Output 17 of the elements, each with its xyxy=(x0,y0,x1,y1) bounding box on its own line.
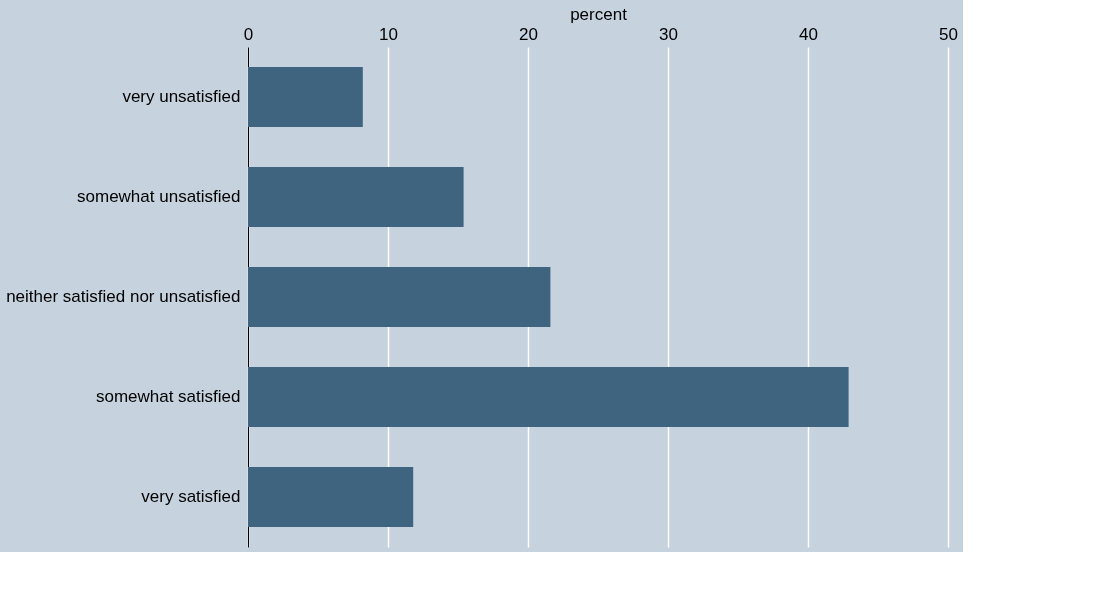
x-tick-label: 50 xyxy=(939,24,958,44)
bar xyxy=(248,467,414,527)
x-tick-label: 20 xyxy=(519,24,538,44)
y-tick-label: neither satisfied nor unsatisfied xyxy=(6,287,241,306)
x-tick-label: 0 xyxy=(243,24,254,44)
x-axis-title: percent xyxy=(570,4,628,24)
x-tick-label: 40 xyxy=(799,24,818,44)
y-tick-label: somewhat satisfied xyxy=(95,387,241,406)
y-tick-label: very unsatisfied xyxy=(122,87,241,106)
bar xyxy=(248,367,849,427)
bar xyxy=(248,167,464,227)
bar xyxy=(248,267,551,327)
bar xyxy=(248,67,363,127)
x-tick-label: 10 xyxy=(379,24,398,44)
y-tick-label: somewhat unsatisfied xyxy=(77,187,241,206)
y-tick-label: very satisfied xyxy=(141,487,241,506)
x-tick-label: 30 xyxy=(659,24,678,44)
